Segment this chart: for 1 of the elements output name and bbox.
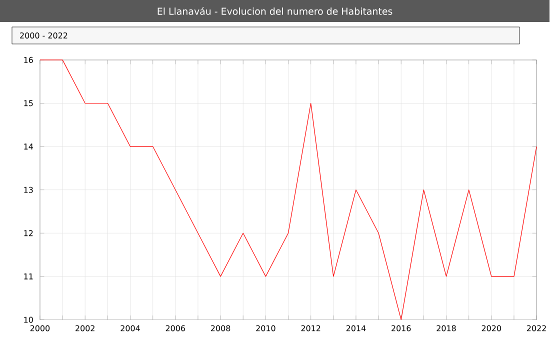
chart-title: El Llanaváu - Evolucion del numero de Habitantes <box>158 7 392 15</box>
